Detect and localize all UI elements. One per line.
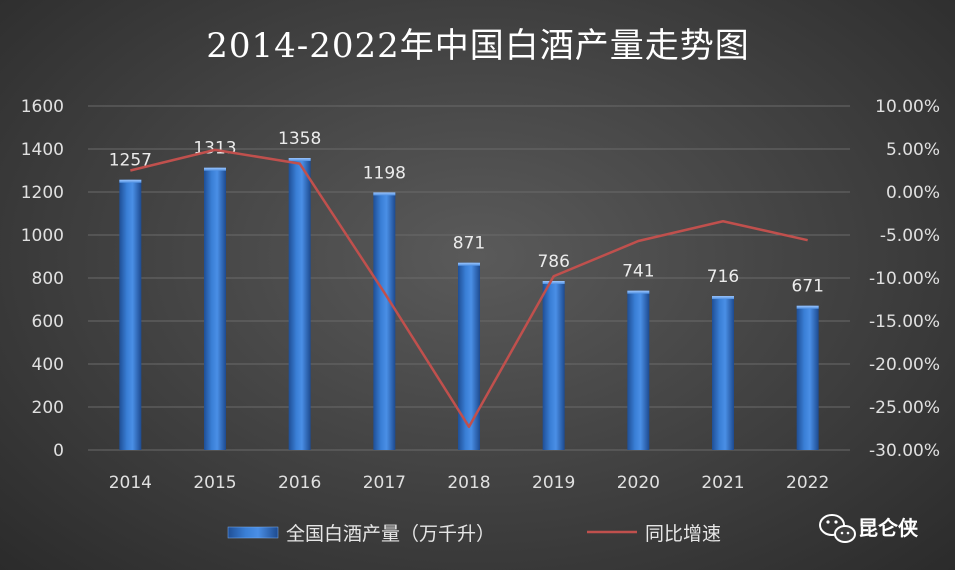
left-tick-label: 200 bbox=[32, 398, 64, 418]
right-tick-label: 5.00% bbox=[886, 140, 940, 160]
growth-line bbox=[130, 148, 808, 429]
legend-label-line: 同比增速 bbox=[645, 523, 721, 545]
bar-cap bbox=[627, 290, 650, 294]
wechat-icon bbox=[819, 514, 856, 543]
x-tick-label: 2018 bbox=[447, 473, 490, 493]
legend-item-line: 同比增速 bbox=[587, 523, 721, 545]
bar-cap bbox=[373, 192, 396, 196]
left-tick-label: 1000 bbox=[21, 226, 64, 246]
bar bbox=[373, 192, 396, 450]
bar-cap bbox=[288, 158, 311, 162]
bar-data-label: 1257 bbox=[109, 151, 152, 171]
bar bbox=[627, 290, 650, 450]
legend-item-bar: 全国白酒产量（万千升） bbox=[227, 523, 495, 545]
right-tick-label: -25.00% bbox=[869, 398, 940, 418]
line-series bbox=[130, 148, 808, 429]
bar-data-label: 1358 bbox=[278, 129, 321, 149]
bar-body bbox=[204, 167, 226, 450]
bar-cap bbox=[542, 281, 565, 285]
right-tick-label: -30.00% bbox=[869, 441, 940, 461]
x-tick-label: 2016 bbox=[278, 473, 321, 493]
bar bbox=[542, 281, 565, 450]
bar-body bbox=[542, 281, 565, 450]
bar-body bbox=[627, 290, 650, 450]
x-tick-label: 2019 bbox=[532, 473, 575, 493]
bar-data-label: 741 bbox=[622, 262, 654, 282]
bar-body bbox=[458, 262, 480, 450]
bar-body bbox=[288, 158, 311, 450]
x-tick-label: 2021 bbox=[701, 473, 744, 493]
bar-data-label: 786 bbox=[537, 252, 569, 272]
bar-data-label: 1198 bbox=[363, 163, 406, 183]
x-tick-label: 2020 bbox=[617, 473, 660, 493]
bar-body bbox=[373, 192, 396, 450]
bar-cap bbox=[119, 179, 142, 183]
right-tick-label: -20.00% bbox=[869, 355, 940, 375]
bar-series bbox=[119, 158, 819, 450]
right-tick-label: -15.00% bbox=[869, 312, 940, 332]
right-tick-label: -10.00% bbox=[869, 269, 940, 289]
bar bbox=[796, 305, 819, 450]
left-tick-label: 1600 bbox=[21, 97, 64, 117]
left-tick-label: 0 bbox=[53, 441, 64, 461]
left-tick-label: 400 bbox=[32, 355, 64, 375]
x-tick-label: 2022 bbox=[786, 473, 829, 493]
bar-cap bbox=[712, 296, 734, 300]
bar-data-label: 671 bbox=[791, 277, 823, 297]
x-tick-label: 2014 bbox=[109, 473, 152, 493]
x-axis-ticks: 2014 2015 2016 2017 2018 2019 2020 2021 2022 bbox=[109, 473, 830, 493]
x-tick-label: 2017 bbox=[363, 473, 406, 493]
bar-body bbox=[796, 305, 819, 450]
legend: 全国白酒产量（万千升） 同比增速 bbox=[227, 523, 721, 545]
bar-body bbox=[712, 296, 734, 450]
left-axis-ticks: 0 200 400 600 800 1000 1200 1400 1600 bbox=[21, 97, 64, 461]
watermark: 昆仑侠 bbox=[819, 514, 919, 543]
legend-swatch-bar bbox=[227, 526, 279, 539]
bar bbox=[204, 167, 226, 450]
left-tick-label: 1400 bbox=[21, 140, 64, 160]
bar-data-label: 716 bbox=[707, 267, 739, 287]
right-tick-label: -5.00% bbox=[880, 226, 940, 246]
bar-cap bbox=[458, 262, 480, 266]
right-tick-label: 0.00% bbox=[886, 183, 940, 203]
bar-body bbox=[119, 179, 142, 450]
watermark-text: 昆仑侠 bbox=[858, 516, 919, 540]
bar-data-label: 871 bbox=[453, 234, 485, 254]
right-tick-label: 10.00% bbox=[875, 97, 940, 117]
bar-cap bbox=[796, 305, 819, 309]
bar bbox=[712, 296, 734, 450]
bar bbox=[288, 158, 311, 450]
left-tick-label: 600 bbox=[32, 312, 64, 332]
x-tick-label: 2015 bbox=[193, 473, 236, 493]
bar-cap bbox=[204, 167, 226, 171]
chart-title: 2014-2022年中国白酒产量走势图 bbox=[206, 26, 750, 66]
left-tick-label: 1200 bbox=[21, 183, 64, 203]
bar bbox=[119, 179, 142, 450]
legend-label-bar: 全国白酒产量（万千升） bbox=[286, 523, 495, 545]
left-tick-label: 800 bbox=[32, 269, 64, 289]
bar bbox=[458, 262, 480, 450]
right-axis-ticks: -30.00% -25.00% -20.00% -15.00% -10.00% -5.00… bbox=[869, 97, 940, 461]
